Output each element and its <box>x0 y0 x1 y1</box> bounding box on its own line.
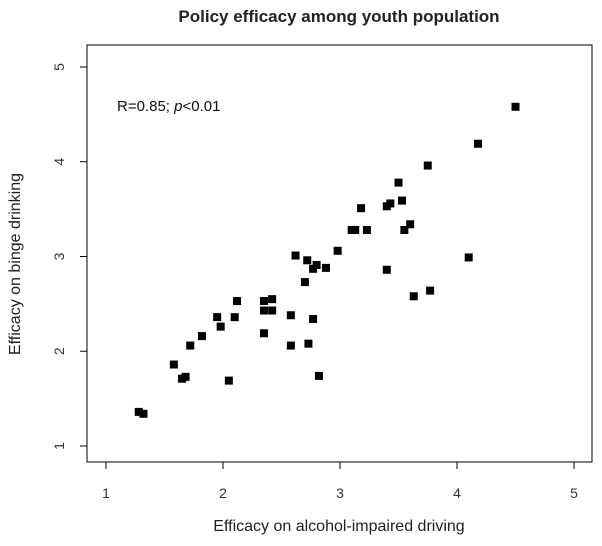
x-axis-label: Efficacy on alcohol-impaired driving <box>213 518 464 535</box>
data-point <box>213 313 222 322</box>
data-point <box>321 263 330 272</box>
annotation-suffix: <0.01 <box>182 98 220 115</box>
correlation-annotation: R=0.85; p<0.01 <box>117 98 220 115</box>
data-point <box>400 225 409 234</box>
x-tick-label: 2 <box>219 485 227 501</box>
data-point <box>139 409 148 418</box>
data-point <box>406 220 415 229</box>
data-point <box>268 295 277 304</box>
data-point <box>304 339 313 348</box>
data-point <box>230 313 239 322</box>
data-point <box>186 341 195 350</box>
data-point <box>511 102 520 111</box>
data-point <box>474 139 483 148</box>
data-point <box>216 322 225 331</box>
data-point <box>386 199 395 208</box>
y-axis: 1 2 3 4 5 <box>51 63 88 450</box>
y-tick-label: 1 <box>51 442 67 450</box>
data-point <box>357 204 366 213</box>
data-point <box>362 225 371 234</box>
data-point <box>291 251 300 260</box>
data-point <box>286 341 295 350</box>
data-point <box>197 332 206 341</box>
x-tick-label: 1 <box>102 485 110 501</box>
data-point <box>426 286 435 295</box>
data-point <box>394 178 403 187</box>
data-point <box>314 371 323 380</box>
data-point <box>409 292 418 301</box>
x-tick-label: 3 <box>336 485 344 501</box>
data-point <box>134 407 143 416</box>
y-tick-label: 5 <box>51 63 67 71</box>
data-point <box>286 311 295 320</box>
x-tick-label: 5 <box>570 485 578 501</box>
y-tick-label: 3 <box>51 252 67 260</box>
data-point <box>259 306 268 315</box>
data-point <box>181 372 190 381</box>
data-point <box>312 261 321 270</box>
y-tick-label: 2 <box>51 347 67 355</box>
data-point <box>398 196 407 205</box>
data-point <box>268 306 277 315</box>
data-point <box>464 253 473 262</box>
annotation-prefix: R=0.85; <box>117 98 174 115</box>
data-point <box>233 297 242 306</box>
y-tick-label: 4 <box>51 158 67 166</box>
data-point <box>259 329 268 338</box>
data-point <box>169 360 178 369</box>
chart-title: Policy efficacy among youth population <box>178 7 499 26</box>
data-point <box>309 315 318 324</box>
data-point <box>382 265 391 274</box>
data-point <box>224 376 233 385</box>
x-tick-label: 4 <box>453 485 461 501</box>
annotation-p: p <box>173 98 182 115</box>
data-point <box>333 246 342 255</box>
data-point <box>423 161 432 170</box>
data-point <box>259 297 268 306</box>
data-points <box>134 102 520 418</box>
x-axis: 1 2 3 4 5 <box>102 461 578 501</box>
data-point <box>300 278 309 287</box>
data-point <box>351 225 360 234</box>
y-axis-label: Efficacy on binge drinking <box>7 173 24 355</box>
data-point <box>303 256 312 265</box>
